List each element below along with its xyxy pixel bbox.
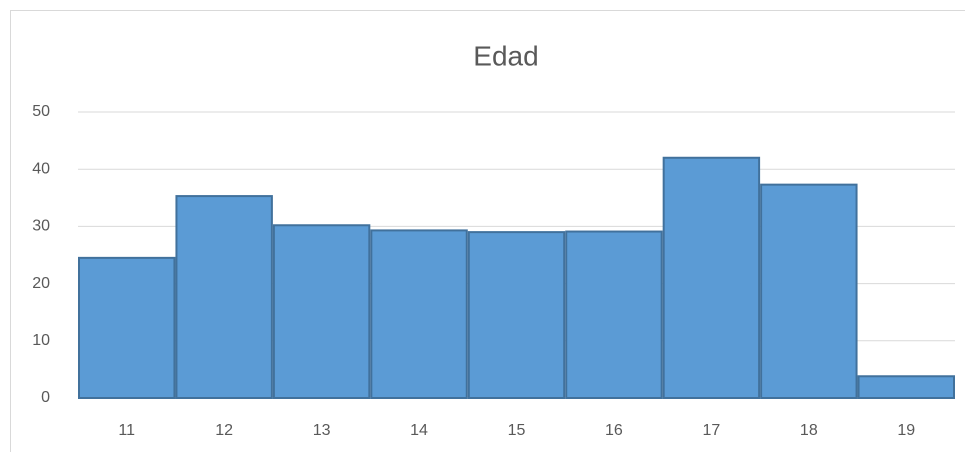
y-tick-label: 40 (32, 160, 50, 177)
y-tick-label: 0 (41, 389, 50, 406)
bar (175, 195, 273, 399)
x-tick-label: 11 (118, 422, 135, 439)
bar (565, 230, 663, 399)
x-tick-label: 16 (605, 422, 623, 439)
bar (467, 231, 566, 399)
x-tick-label: 13 (313, 422, 331, 439)
x-tick-label: 12 (215, 422, 233, 439)
y-tick-label: 10 (32, 332, 50, 349)
x-tick-label: 14 (410, 422, 428, 439)
bar (857, 375, 955, 400)
x-tick-label: 15 (508, 422, 526, 439)
chart-title: Edad (473, 40, 538, 71)
bar (272, 224, 371, 399)
x-tick-label: 18 (800, 422, 818, 439)
y-tick-label: 20 (32, 275, 50, 292)
y-tick-label: 30 (32, 218, 50, 235)
bar (760, 183, 858, 399)
y-tick-label: 50 (32, 103, 50, 120)
x-tick-label: 17 (702, 422, 720, 439)
bar (370, 229, 468, 399)
bar (662, 156, 761, 399)
bar (78, 256, 176, 399)
x-tick-label: 19 (897, 422, 915, 439)
